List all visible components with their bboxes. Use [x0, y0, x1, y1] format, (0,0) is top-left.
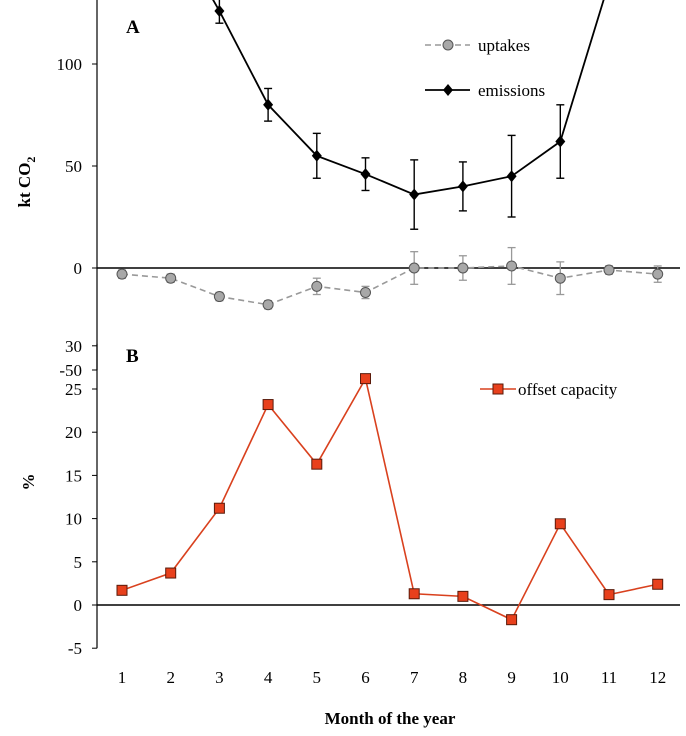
y-tick-label-b: 10: [65, 510, 82, 529]
x-axis-label: Month of the year: [325, 709, 456, 728]
point-uptakes: [408, 262, 420, 274]
y-tick-label-a: 50: [65, 157, 82, 176]
point-emissions: [360, 168, 371, 181]
point-emissions: [457, 180, 468, 193]
point-offset-capacity: [652, 578, 664, 590]
point-uptakes: [165, 272, 177, 284]
y-tick-label-b: -5: [68, 639, 82, 658]
y-tick-label-b: 15: [65, 466, 82, 485]
panel-label-a: A: [126, 17, 140, 38]
x-tick-label: 2: [166, 668, 175, 687]
y-tick-label-a: -50: [59, 361, 82, 380]
point-offset-capacity: [457, 590, 469, 602]
x-tick-label: 3: [215, 668, 224, 687]
y-axis-label-a-subscript: 2: [24, 157, 38, 163]
point-uptakes: [457, 262, 469, 274]
x-tick-label: 1: [118, 668, 127, 687]
point-offset-capacity: [116, 584, 128, 596]
point-offset-capacity: [554, 518, 566, 530]
y-tick-label-b: 5: [74, 553, 83, 572]
point-uptakes: [213, 291, 225, 303]
point-emissions: [555, 135, 566, 148]
x-tick-label: 7: [410, 668, 419, 687]
point-emissions: [506, 170, 517, 183]
y-tick-label-b: 20: [65, 423, 82, 442]
x-tick-label: 4: [264, 668, 273, 687]
x-tick-label: 9: [507, 668, 516, 687]
point-offset-capacity: [408, 588, 420, 600]
point-uptakes: [652, 268, 664, 280]
panel-label-b: B: [126, 346, 139, 367]
x-tick-label: 8: [459, 668, 468, 687]
point-uptakes: [360, 286, 371, 298]
x-tick-label: 5: [313, 668, 322, 687]
series-line-uptakes: [121, 265, 658, 306]
point-offset-capacity: [213, 502, 225, 514]
point-offset-capacity: [506, 614, 518, 626]
legend-marker-uptakes: [442, 39, 454, 51]
legend-marker-offset-capacity: [492, 383, 504, 395]
legend-label-emissions: emissions: [478, 81, 545, 100]
point-offset-capacity: [311, 458, 323, 470]
point-emissions: [263, 98, 274, 111]
point-uptakes: [311, 280, 323, 292]
point-offset-capacity: [603, 589, 615, 601]
y-tick-label-b: 0: [74, 596, 83, 615]
point-emissions: [214, 4, 225, 17]
legend-label-uptakes: uptakes: [478, 36, 530, 55]
point-uptakes: [603, 264, 615, 276]
point-emissions: [311, 149, 322, 162]
y-axis-label-b: %: [19, 474, 38, 491]
x-tick-label: 12: [649, 668, 666, 687]
x-tick-label: 10: [552, 668, 569, 687]
point-offset-capacity: [262, 399, 274, 411]
point-uptakes: [554, 272, 566, 284]
y-axis-label-a-main: kt CO: [15, 163, 34, 208]
point-uptakes: [262, 299, 274, 311]
y-tick-label-b: 30: [65, 337, 82, 356]
y-axis-label-a: kt CO2: [15, 157, 38, 208]
legend-label-offset-capacity: offset capacity: [518, 380, 618, 399]
series-line-offset-capacity: [121, 376, 658, 621]
y-tick-label-a: 100: [57, 55, 83, 74]
y-tick-label-b: 25: [65, 380, 82, 399]
point-offset-capacity: [360, 373, 371, 385]
x-tick-label: 11: [601, 668, 617, 687]
x-tick-label: 6: [361, 668, 370, 687]
legend-marker-emissions: [443, 84, 453, 96]
point-uptakes: [506, 260, 518, 272]
series-line-emissions: [212, 0, 605, 196]
point-uptakes: [116, 268, 128, 280]
point-offset-capacity: [165, 567, 177, 579]
y-tick-label-a: 0: [74, 259, 83, 278]
point-emissions: [409, 188, 420, 201]
